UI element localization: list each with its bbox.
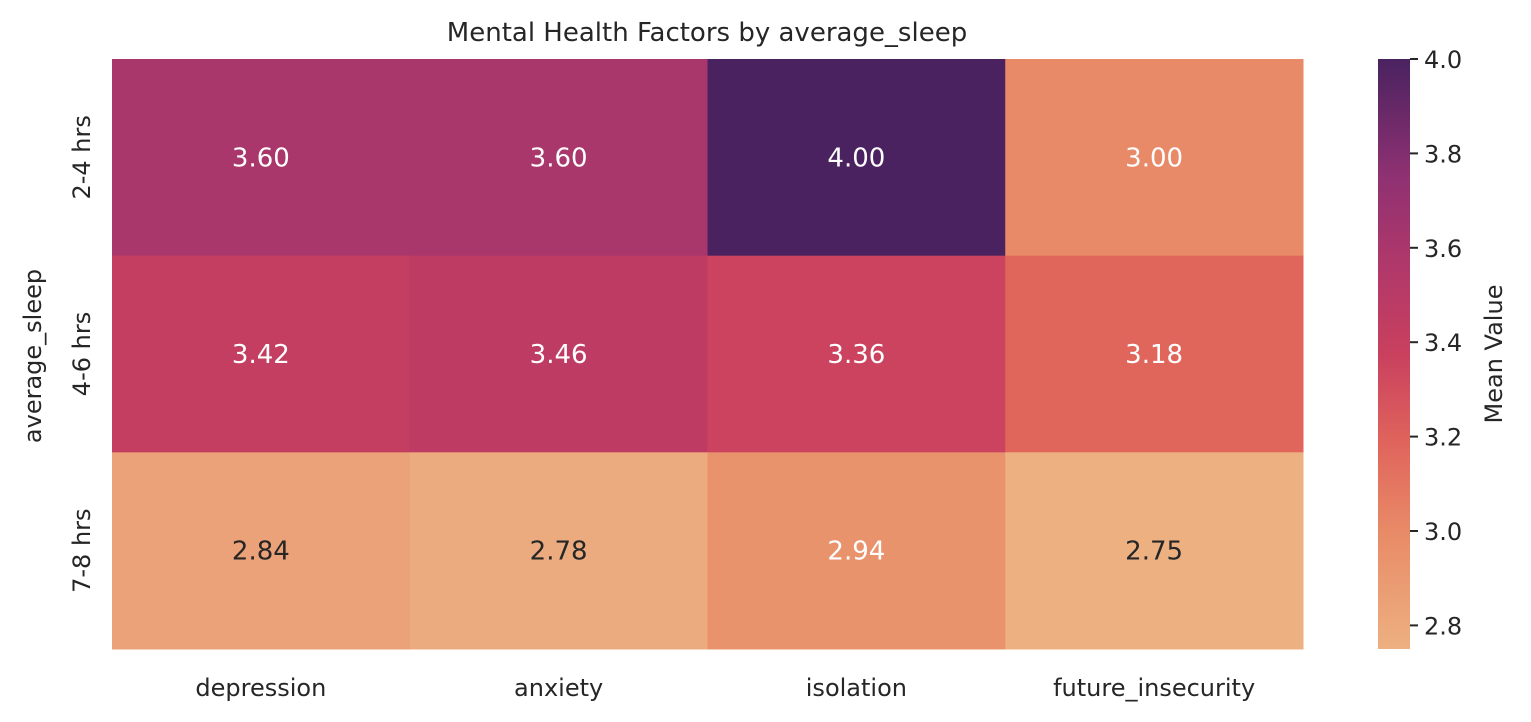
y-tick-label: 7-8 hrs: [68, 508, 96, 592]
colorbar: [1378, 59, 1410, 649]
heatmap-cells: [112, 59, 1304, 650]
heatmap-cell: [707, 59, 1006, 257]
colorbar-tick-label: 4.0: [1424, 46, 1462, 74]
heatmap-value-labels: 3.60 3.60 4.00 3.00 3.42 3.46 3.36 3.18 2.84 2.78…: [232, 143, 1183, 566]
colorbar-tick-label: 3.6: [1424, 235, 1462, 263]
heatmap-cell: [1005, 59, 1304, 257]
colorbar-tick-label: 3.0: [1424, 518, 1462, 546]
colorbar-tick-label: 3.2: [1424, 424, 1462, 452]
colorbar-ticks: 2.8 3.0 3.2 3.4 3.6 3.8 4.0: [1410, 46, 1462, 640]
heatmap-cell: [1005, 452, 1304, 650]
x-tick-label: anxiety: [514, 674, 603, 702]
y-axis-tick-labels: 2-4 hrs 4-6 hrs 7-8 hrs: [68, 115, 96, 593]
heatmap-value-label: 3.60: [232, 143, 290, 173]
heatmap-value-label: 3.42: [232, 340, 290, 370]
heatmap-value-label: 3.36: [827, 340, 885, 370]
heatmap-value-label: 4.00: [827, 143, 885, 173]
y-tick-label: 4-6 hrs: [68, 312, 96, 396]
heatmap-value-label: 3.46: [530, 340, 588, 370]
heatmap-value-label: 2.78: [530, 537, 588, 567]
x-tick-label: future_insecurity: [1053, 674, 1255, 702]
heatmap-cell: [112, 452, 411, 650]
heatmap-value-label: 3.60: [530, 143, 588, 173]
x-tick-label: depression: [195, 674, 326, 702]
colorbar-tick-label: 3.8: [1424, 140, 1462, 168]
heatmap-cell: [112, 59, 411, 257]
heatmap-cell: [409, 59, 708, 257]
heatmap-cell: [707, 255, 1006, 453]
x-tick-label: isolation: [806, 674, 907, 702]
colorbar-label: Mean Value: [1480, 285, 1508, 424]
heatmap-value-label: 2.94: [827, 537, 885, 567]
y-tick-label: 2-4 hrs: [68, 115, 96, 199]
chart-title: Mental Health Factors by average_sleep: [447, 18, 967, 48]
heatmap-cell: [112, 255, 411, 453]
y-axis-label: average_sleep: [19, 269, 47, 443]
heatmap-value-label: 3.18: [1125, 340, 1183, 370]
heatmap-value-label: 2.84: [232, 537, 290, 567]
colorbar-tick-label: 2.8: [1424, 612, 1462, 640]
heatmap-cell: [707, 452, 1006, 650]
heatmap-cell: [409, 452, 708, 650]
x-axis-tick-labels: depression anxiety isolation future_insecur…: [195, 674, 1255, 702]
colorbar-tick-label: 3.4: [1424, 329, 1462, 357]
heatmap-value-label: 3.00: [1125, 143, 1183, 173]
heatmap-cell: [1005, 255, 1304, 453]
heatmap-value-label: 2.75: [1125, 537, 1183, 567]
heatmap-cell: [409, 255, 708, 453]
